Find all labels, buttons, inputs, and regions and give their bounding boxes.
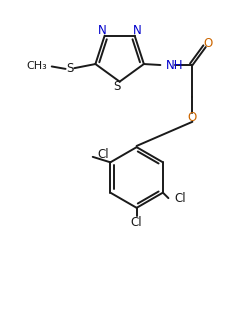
Text: O: O	[203, 37, 213, 50]
Text: S: S	[114, 81, 121, 93]
Text: Cl: Cl	[131, 216, 142, 229]
Text: O: O	[188, 111, 197, 124]
Text: CH₃: CH₃	[26, 61, 47, 72]
Text: N: N	[98, 24, 107, 37]
Text: N: N	[133, 24, 141, 37]
Text: S: S	[66, 62, 74, 75]
Text: Cl: Cl	[98, 148, 109, 161]
Text: NH: NH	[166, 59, 183, 72]
Text: Cl: Cl	[175, 192, 186, 204]
